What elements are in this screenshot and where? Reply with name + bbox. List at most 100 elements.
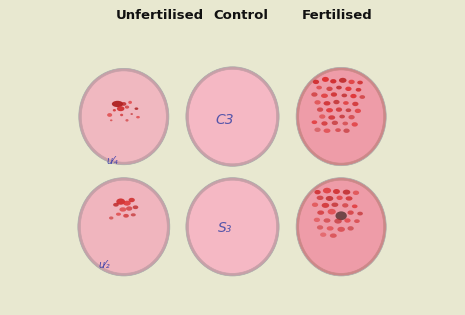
Ellipse shape [314,218,320,222]
Ellipse shape [337,196,343,200]
Ellipse shape [331,92,337,97]
Ellipse shape [125,106,129,109]
Ellipse shape [296,67,386,166]
Ellipse shape [327,226,333,231]
Ellipse shape [316,86,322,89]
Ellipse shape [345,196,352,201]
Ellipse shape [343,129,350,133]
Ellipse shape [110,119,113,121]
Ellipse shape [319,114,325,119]
Ellipse shape [343,190,350,195]
Ellipse shape [330,79,337,83]
Ellipse shape [343,101,349,105]
Ellipse shape [113,203,119,207]
Ellipse shape [344,218,351,223]
Ellipse shape [328,209,336,215]
Ellipse shape [107,113,112,117]
Ellipse shape [352,204,358,208]
Ellipse shape [312,203,318,207]
Ellipse shape [317,225,323,230]
Ellipse shape [334,219,342,224]
Ellipse shape [342,203,348,208]
Ellipse shape [336,86,342,89]
Ellipse shape [333,189,340,194]
Ellipse shape [324,129,331,133]
Ellipse shape [312,120,317,124]
Ellipse shape [345,87,352,91]
Ellipse shape [338,227,345,232]
Ellipse shape [113,109,116,112]
Ellipse shape [314,190,321,194]
Ellipse shape [336,211,347,220]
Ellipse shape [322,203,329,208]
Ellipse shape [314,128,321,132]
Ellipse shape [131,213,136,216]
Ellipse shape [322,77,329,82]
Text: S₃: S₃ [219,220,232,235]
Ellipse shape [79,68,169,165]
Ellipse shape [128,101,132,104]
Ellipse shape [321,121,328,126]
Ellipse shape [186,178,279,276]
Ellipse shape [353,191,359,195]
Text: Unfertilised: Unfertilised [116,9,204,22]
Ellipse shape [348,115,355,119]
Ellipse shape [128,198,135,202]
Ellipse shape [330,233,337,238]
Ellipse shape [120,114,123,116]
Ellipse shape [359,95,365,99]
Ellipse shape [116,198,125,205]
Text: Control: Control [213,9,269,22]
Ellipse shape [350,94,357,98]
Ellipse shape [299,70,384,163]
Ellipse shape [345,108,351,112]
Ellipse shape [80,180,167,273]
Ellipse shape [342,122,348,125]
Ellipse shape [324,101,331,106]
Ellipse shape [123,214,129,218]
Ellipse shape [133,205,138,209]
Text: Fertilised: Fertilised [302,9,372,22]
Ellipse shape [354,219,360,223]
Ellipse shape [109,216,113,220]
Ellipse shape [123,201,131,206]
Ellipse shape [332,203,339,207]
Ellipse shape [188,69,277,164]
Ellipse shape [356,88,361,92]
Ellipse shape [116,213,121,216]
Ellipse shape [333,100,339,104]
Ellipse shape [131,113,133,115]
Ellipse shape [314,100,321,105]
Ellipse shape [326,196,333,201]
Ellipse shape [136,116,140,118]
Ellipse shape [326,108,333,112]
Ellipse shape [352,102,359,106]
Ellipse shape [126,119,128,122]
Ellipse shape [355,109,361,113]
Ellipse shape [339,115,345,118]
Ellipse shape [357,212,363,215]
Text: u⁄₄: u⁄₄ [106,156,118,166]
Ellipse shape [121,102,126,106]
Ellipse shape [81,71,166,162]
Ellipse shape [78,178,170,276]
Ellipse shape [339,78,346,83]
Text: u⁄₂: u⁄₂ [99,260,110,270]
Ellipse shape [317,210,324,215]
Ellipse shape [317,196,324,200]
Ellipse shape [335,128,341,132]
Ellipse shape [357,81,363,84]
Text: C3: C3 [215,113,234,128]
Ellipse shape [188,180,277,273]
Ellipse shape [348,80,355,84]
Ellipse shape [126,206,133,211]
Ellipse shape [320,232,326,237]
Ellipse shape [313,80,319,84]
Ellipse shape [134,107,138,110]
Ellipse shape [324,218,331,223]
Ellipse shape [328,115,335,120]
Ellipse shape [347,226,354,231]
Ellipse shape [317,107,323,112]
Ellipse shape [347,210,354,215]
Ellipse shape [311,92,318,97]
